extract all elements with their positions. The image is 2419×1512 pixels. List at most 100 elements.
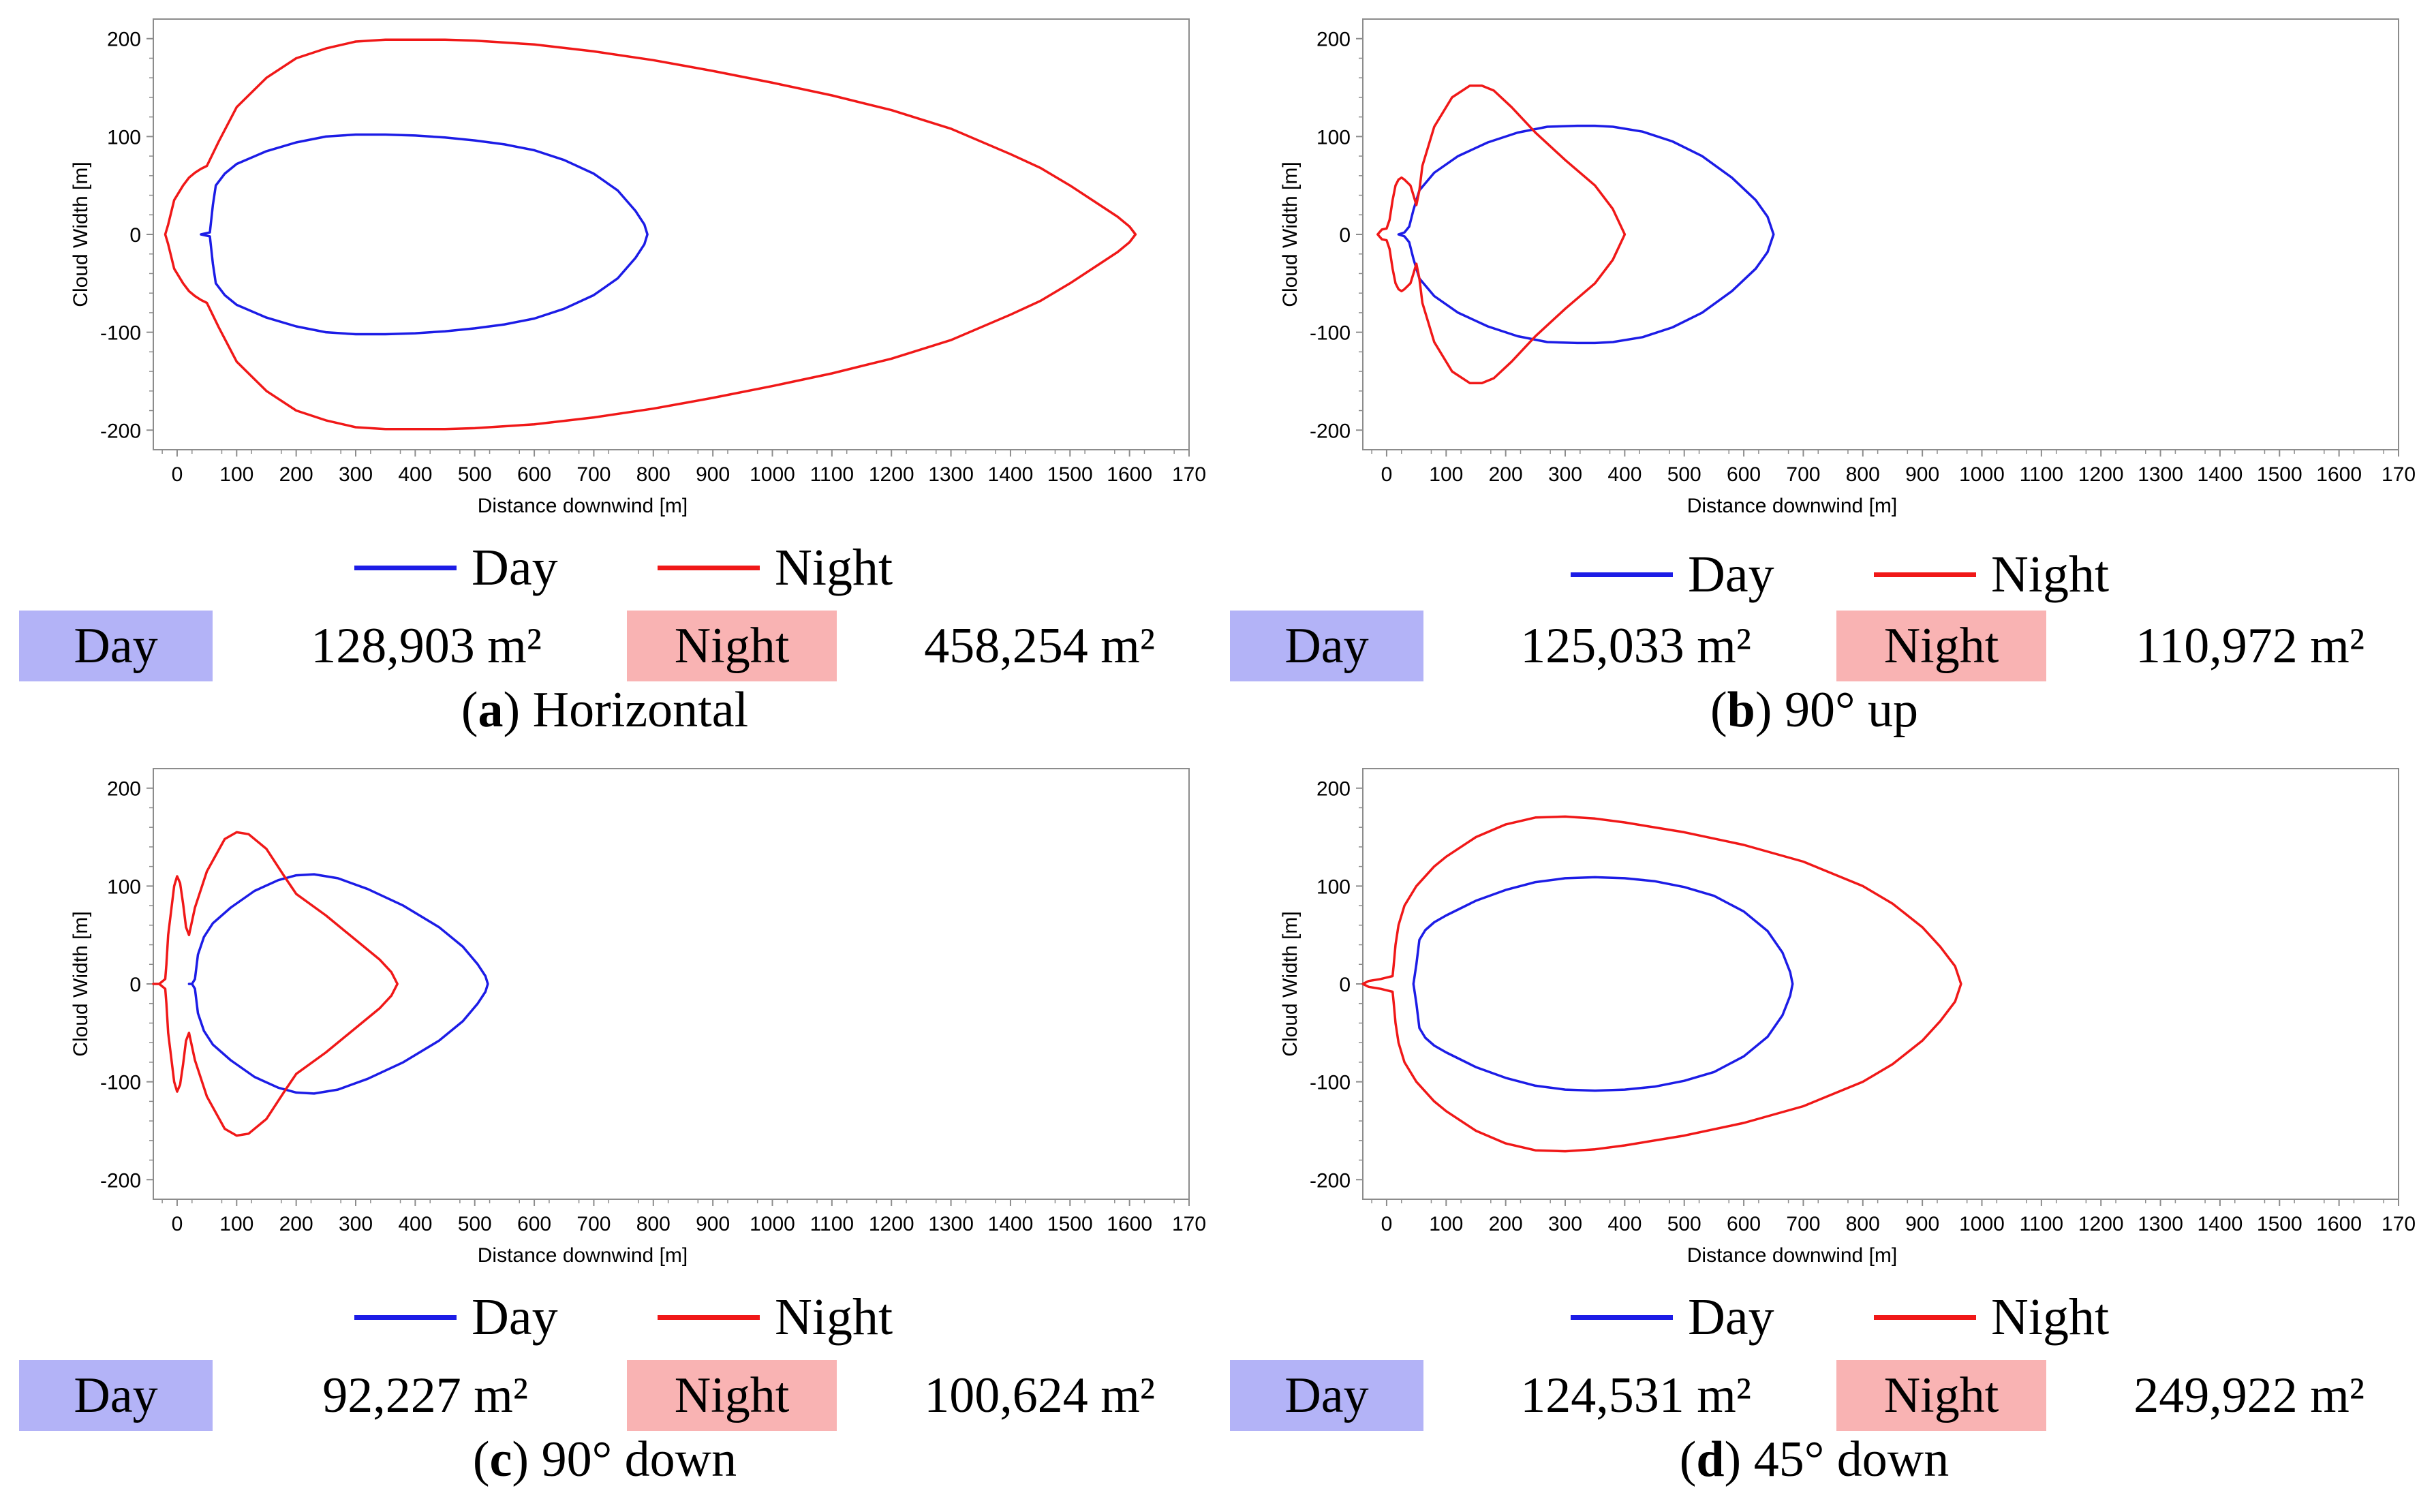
y-axis-label: Cloud Width [m] (70, 911, 92, 1056)
x-tick-label: 900 (1905, 1213, 1939, 1235)
x-tick-label: 1100 (810, 463, 854, 486)
caption-d: (d) 45° down (1679, 1432, 1950, 1487)
legend-night-label: Night (775, 1289, 893, 1346)
x-tick-label: 600 (1727, 463, 1761, 486)
x-tick-label: 170 (2382, 1213, 2416, 1235)
x-tick-label: 700 (1786, 1213, 1820, 1235)
legend-night-line (1874, 1315, 1976, 1320)
x-tick-label: 300 (339, 1213, 373, 1235)
y-tick-label: 200 (1316, 29, 1351, 51)
y-tick-label: 100 (1316, 876, 1351, 898)
series-night-line (164, 38, 1137, 431)
caption-letter: b (1727, 682, 1755, 738)
x-axis-label: Distance downwind [m] (1687, 1244, 1897, 1267)
x-tick-label: 1600 (1107, 1213, 1152, 1235)
caption-letter: d (1696, 1432, 1725, 1487)
y-tick-label: 0 (129, 224, 141, 247)
legend-night-label: Night (775, 539, 893, 596)
x-tick-label: 0 (1381, 1213, 1393, 1235)
x-tick-label: 800 (636, 1213, 671, 1235)
x-tick-label: 1600 (1107, 463, 1152, 486)
x-tick-label: 1200 (2078, 463, 2124, 486)
x-tick-label: 1300 (928, 1213, 974, 1235)
y-tick-label: 0 (1339, 224, 1351, 247)
x-tick-label: 700 (576, 463, 611, 486)
x-tick-label: 0 (172, 463, 183, 486)
legend-day-label: Day (472, 1289, 558, 1346)
series-night-line (152, 831, 399, 1137)
day-area-label: Day (1230, 1360, 1423, 1431)
x-tick-label: 1200 (869, 1213, 914, 1235)
caption-a: (a) Horizontal (461, 682, 749, 738)
y-tick-label: 100 (107, 876, 141, 898)
legend-day-label: Day (472, 539, 558, 596)
panel-c: 0 100 200 300 400 500 600 700 800 900 1000 1100 1200… (0, 750, 1210, 1499)
x-tick-label: 1100 (2020, 1213, 2064, 1235)
x-tick-label: 100 (219, 1213, 253, 1235)
x-tick-label: 1200 (2078, 1213, 2124, 1235)
x-tick-label: 1400 (2198, 1213, 2243, 1235)
day-area-label: Day (19, 1360, 213, 1431)
y-tick-label: 0 (129, 974, 141, 996)
x-tick-label: 1300 (2138, 463, 2183, 486)
x-tick-label: 1400 (988, 463, 1034, 486)
x-tick-label: 300 (1548, 1213, 1582, 1235)
x-tick-label: 400 (1607, 463, 1642, 486)
legend-day: Day (1571, 545, 1774, 604)
areas-c: Day 92,227 m² Night 100,624 m² (0, 1355, 1210, 1431)
panel-a: 0 100 200 300 400 500 600 700 800 900 1000 1100 1200… (0, 0, 1210, 750)
x-tick-label: 1000 (750, 463, 795, 486)
areas-a: Day 128,903 m² Night 458,254 m² (0, 605, 1210, 681)
y-tick-label: -100 (100, 1072, 141, 1094)
night-area-value: 249,922 m² (2133, 1367, 2364, 1423)
night-area-value: 100,624 m² (924, 1367, 1155, 1423)
legend-day-label: Day (1688, 546, 1774, 603)
x-tick-label: 1500 (1047, 463, 1093, 486)
plot-frame (1362, 18, 2399, 450)
legend-day-line (354, 566, 457, 570)
night-area-label: Night (627, 611, 837, 681)
x-tick-label: 900 (696, 1213, 730, 1235)
y-tick-label: -200 (100, 1169, 141, 1192)
night-area-value: 458,254 m² (924, 617, 1155, 674)
y-tick-label: -100 (1310, 1072, 1351, 1094)
legend-day-line (1571, 1315, 1673, 1320)
x-tick-label: 200 (1489, 463, 1523, 486)
legend-day-line (1571, 572, 1673, 577)
y-tick-label: -200 (1310, 1169, 1351, 1192)
x-tick-label: 300 (1548, 463, 1582, 486)
x-tick-label: 100 (1429, 1213, 1463, 1235)
series-night-line (1361, 815, 1962, 1153)
x-tick-label: 170 (1172, 1213, 1206, 1235)
legend-c: Day Night (0, 1274, 1210, 1356)
y-tick-label: 200 (1316, 778, 1351, 801)
caption-text: 45° down (1753, 1432, 1950, 1487)
x-tick-label: 1000 (750, 1213, 795, 1235)
x-tick-label: 600 (517, 463, 551, 486)
x-tick-label: 900 (696, 463, 730, 486)
panel-d: 0 100 200 300 400 500 600 700 800 900 1000 1100 1200… (1210, 750, 2419, 1499)
x-tick-label: 1100 (2020, 463, 2064, 486)
caption-text: Horizontal (532, 682, 749, 738)
day-area-value: 128,903 m² (311, 617, 542, 674)
series-day-line (1397, 124, 1775, 345)
x-tick-label: 1500 (2257, 1213, 2302, 1235)
x-tick-label: 100 (219, 463, 253, 486)
areas-d: Day 124,531 m² Night 249,922 m² (1210, 1355, 2419, 1431)
caption-letter: a (478, 682, 504, 738)
night-area-label: Night (1836, 1360, 2046, 1431)
chart-c: 0 100 200 300 400 500 600 700 800 900 1000 1100 1200… (70, 768, 1206, 1267)
legend-night: Night (1874, 545, 2109, 604)
x-tick-label: 800 (636, 463, 671, 486)
x-tick-label: 500 (1667, 1213, 1701, 1235)
night-area-value: 110,972 m² (2136, 617, 2364, 674)
legend-d: Day Night (1210, 1274, 2419, 1356)
x-tick-label: 1100 (810, 1213, 854, 1235)
x-tick-label: 0 (1381, 463, 1393, 486)
x-tick-label: 600 (517, 1213, 551, 1235)
x-tick-label: 1000 (1959, 1213, 2005, 1235)
legend-night-line (658, 566, 760, 570)
x-tick-label: 400 (398, 463, 432, 486)
night-area-label: Night (1836, 611, 2046, 681)
x-tick-label: 500 (458, 1213, 492, 1235)
